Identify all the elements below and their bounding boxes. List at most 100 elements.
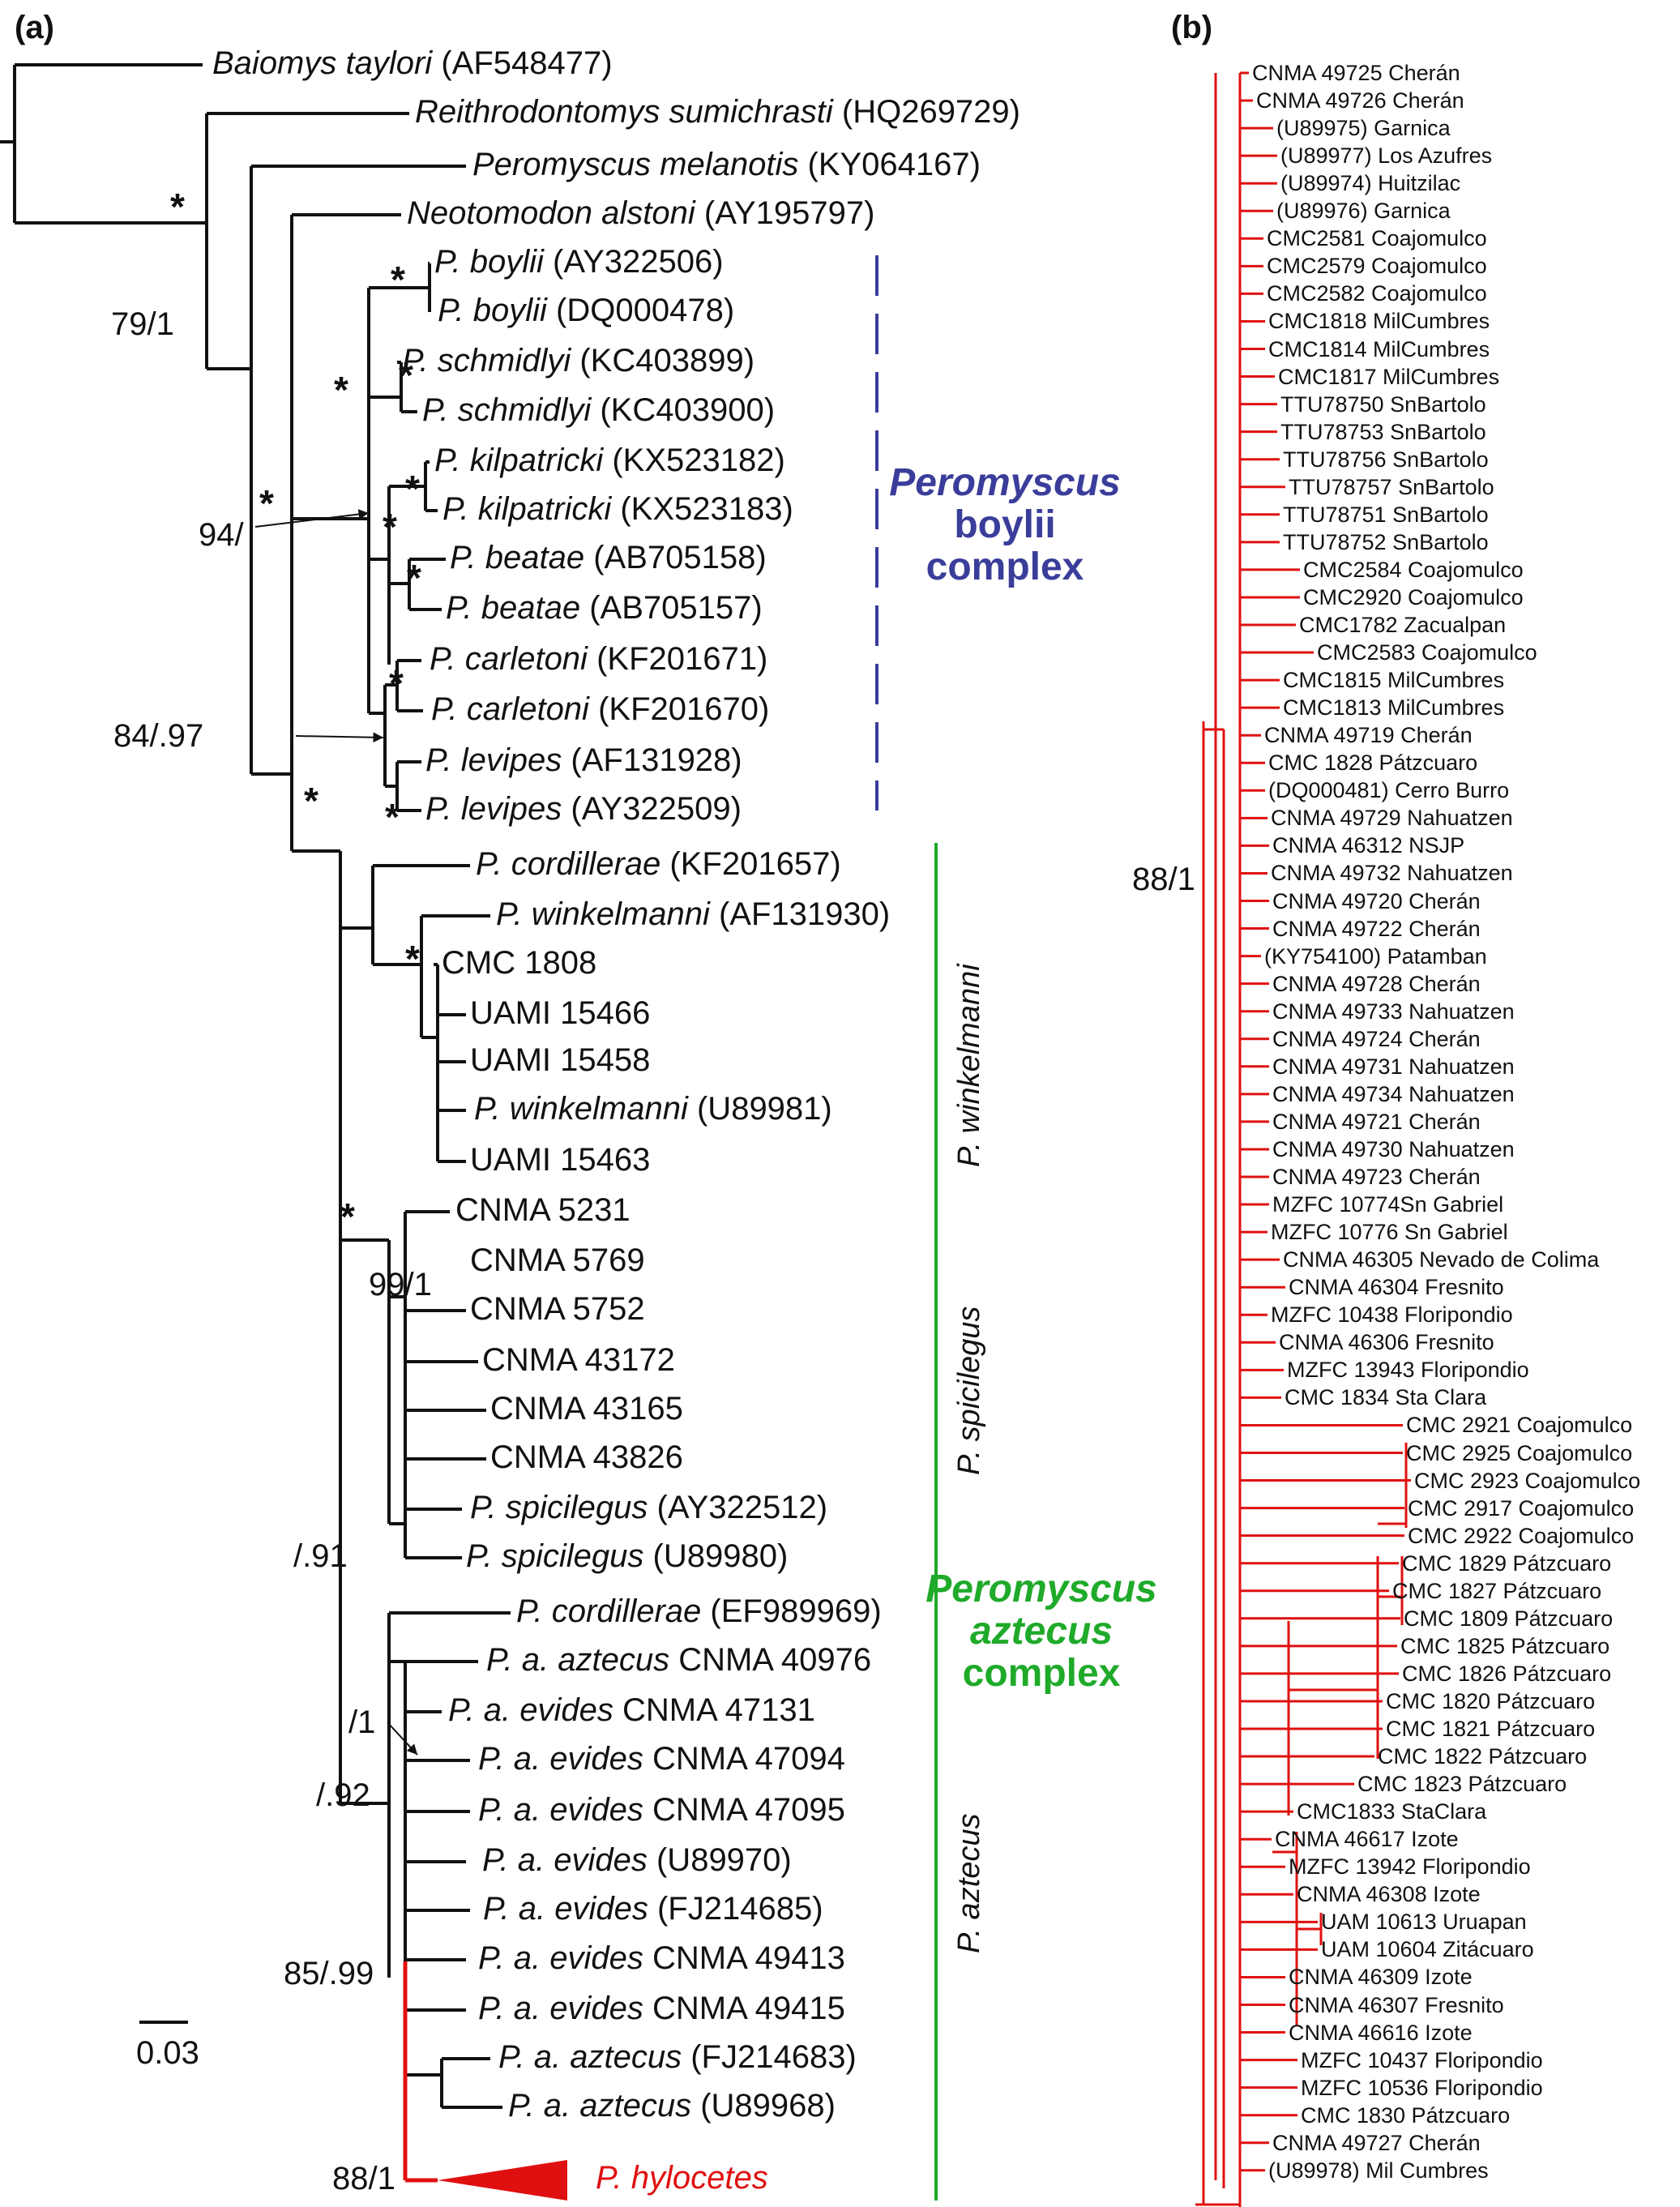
taxon-label-a: CNMA 5769: [470, 1244, 645, 1277]
taxon-label-b: CNMA 49722 Cherán: [1272, 916, 1481, 941]
taxon-accession: CNMA 5752: [470, 1291, 645, 1327]
taxon-label-b: CMC2920 Coajomulco: [1303, 584, 1524, 609]
support-value-a: /1: [348, 1704, 376, 1740]
taxon-accession: (U89980): [652, 1538, 789, 1574]
taxon-label-b: MZFC 13943 Floripondio: [1287, 1358, 1529, 1383]
group-label-word: complex: [962, 1652, 1121, 1695]
taxon-label-b: CNMA 49720 Cherán: [1272, 888, 1481, 913]
taxon-label-a: P. schmidlyi (KC403899): [402, 344, 755, 377]
taxon-label-b: CNMA 46312 NSJP: [1272, 833, 1465, 858]
taxon-accession: (AB705157): [589, 590, 763, 626]
taxon-label-b: CMC 1809 Pátzcuaro: [1404, 1606, 1614, 1631]
taxon-species: P. a. evides: [478, 1991, 643, 2026]
support-star: *: [405, 468, 420, 510]
taxon-label-b: CNMA 46306 Fresnito: [1279, 1330, 1494, 1355]
taxon-species: P. carletoni: [431, 691, 589, 727]
taxon-species: P. a. aztecus: [508, 2088, 692, 2124]
support-value-b: 88/1: [1132, 862, 1195, 897]
taxon-label-a: P. schmidlyi (KC403900): [422, 394, 775, 426]
taxon-label-b: CNMA 49733 Nahuatzen: [1272, 999, 1515, 1024]
taxon-label-a: P. a. aztecus (U89968): [508, 2089, 836, 2122]
taxon-label-b: CMC 2923 Coajomulco: [1414, 1468, 1641, 1493]
taxon-label-a: P. carletoni (KF201670): [431, 693, 769, 725]
taxon-species: P. spicilegus: [466, 1538, 644, 1574]
taxon-species: Reithrodontomys sumichrasti: [415, 94, 833, 130]
taxon-accession: CNMA 43165: [490, 1391, 683, 1426]
taxon-label-b: CMC 1826 Pátzcuaro: [1402, 1661, 1612, 1686]
taxon-label-b: CMC 2917 Coajomulco: [1408, 1495, 1635, 1521]
taxon-label-a: CNMA 43826: [490, 1441, 683, 1473]
taxon-label-a: P. cordillerae (EF989969): [516, 1595, 882, 1627]
support-star: *: [405, 938, 420, 980]
taxon-label-b: CNMA 49732 Nahuatzen: [1271, 861, 1513, 886]
taxon-accession: CNMA 47131: [622, 1692, 815, 1728]
taxon-species: Peromyscus melanotis: [472, 147, 799, 182]
taxon-label-a: UAMI 15466: [470, 997, 650, 1029]
taxon-label-b: CMC 2925 Coajomulco: [1406, 1440, 1633, 1465]
taxon-label-b: CMC1814 MilCumbres: [1268, 336, 1490, 361]
pointer-arrow: [254, 512, 370, 528]
taxon-accession: (FJ214683): [690, 2039, 857, 2075]
group-label-word: complex: [925, 545, 1084, 588]
taxon-label-a: P. spicilegus (U89980): [466, 1540, 788, 1572]
support-value-a: 85/.99: [284, 1956, 374, 1991]
taxon-label-b: CNMA 49726 Cherán: [1256, 88, 1464, 113]
taxon-label-a: CNMA 5231: [455, 1194, 631, 1226]
taxon-accession: (AY322509): [571, 791, 742, 827]
support-star: *: [383, 506, 397, 548]
support-star: *: [391, 259, 405, 301]
taxon-species: P. carletoni: [430, 641, 588, 677]
taxon-accession: CNMA 47095: [652, 1792, 845, 1828]
taxon-accession: (DQ000478): [556, 293, 735, 328]
taxon-species: P. schmidlyi: [422, 392, 592, 428]
taxon-label-b: CMC 2921 Coajomulco: [1406, 1413, 1633, 1438]
taxon-label-a: CNMA 43165: [490, 1392, 683, 1425]
support-value-a: 84/.97: [113, 718, 204, 754]
taxon-accession: (AF548477): [441, 45, 613, 81]
taxon-species: P. a. evides: [478, 1792, 643, 1828]
taxon-label-b: CMC2584 Coajomulco: [1303, 557, 1524, 582]
taxon-label-a: P. a. aztecus CNMA 40976: [486, 1644, 871, 1676]
support-star: *: [170, 186, 185, 228]
taxon-accession: CNMA 5231: [455, 1192, 631, 1228]
taxon-accession: (AB705158): [593, 540, 767, 575]
taxon-species: P. spicilegus: [470, 1490, 648, 1525]
taxon-label-b: MZFC 10437 Floripondio: [1301, 2047, 1543, 2072]
support-value-a: /.92: [316, 1777, 370, 1813]
taxon-label-b: (U89976) Garnica: [1276, 199, 1451, 224]
taxon-label-a: P. a. evides CNMA 47094: [478, 1743, 845, 1775]
taxon-accession: (U89981): [696, 1091, 832, 1127]
taxon-species: P. a. evides: [482, 1842, 648, 1878]
taxon-label-b: CNMA 49721 Cherán: [1272, 1109, 1481, 1134]
taxon-label-b: CMC 1820 Pátzcuaro: [1386, 1688, 1596, 1713]
taxon-label-a: P. a. evides (U89970): [482, 1844, 792, 1876]
taxon-label-b: TTU78757 SnBartolo: [1289, 474, 1494, 499]
taxon-species: P. a. aztecus: [498, 2039, 682, 2075]
support-star: *: [407, 557, 421, 599]
taxon-accession: (KX523182): [612, 443, 785, 478]
taxon-label-b: CNMA 49729 Nahuatzen: [1271, 806, 1513, 831]
taxon-species: P. a. aztecus: [486, 1642, 670, 1678]
taxon-label-b: CMC 1825 Pátzcuaro: [1400, 1633, 1610, 1658]
taxon-label-b: CMC 1827 Pátzcuaro: [1392, 1578, 1602, 1603]
taxon-species: P. cordillerae: [516, 1593, 702, 1629]
taxon-label-b: CNMA 46305 Nevado de Colima: [1283, 1247, 1600, 1272]
taxon-species: P. levipes: [425, 791, 562, 827]
taxon-label-a: UAMI 15463: [470, 1144, 650, 1176]
support-star: *: [385, 796, 400, 838]
taxon-label-a: CNMA 43172: [482, 1344, 675, 1376]
taxon-accession: CNMA 43172: [482, 1342, 675, 1378]
group-label-word: Peromyscus: [889, 461, 1121, 504]
taxon-label-b: CNMA 49724 Cherán: [1272, 1026, 1481, 1051]
taxon-label-b: MZFC 10774Sn Gabriel: [1272, 1192, 1504, 1217]
support-star: *: [304, 780, 318, 822]
taxon-accession: CNMA 47094: [652, 1741, 845, 1777]
taxon-species: P. boylii: [434, 244, 544, 280]
taxon-label-b: MZFC 10438 Floripondio: [1271, 1302, 1513, 1328]
taxon-accession: (FJ214685): [656, 1891, 823, 1927]
taxon-label-a: CMC 1808: [442, 947, 596, 979]
group-label-word: boylii: [954, 503, 1056, 546]
taxon-accession: (KF201657): [669, 846, 841, 882]
taxon-accession: (EF989969): [710, 1593, 882, 1629]
taxon-label-b: CNMA 46309 Izote: [1289, 1965, 1473, 1990]
